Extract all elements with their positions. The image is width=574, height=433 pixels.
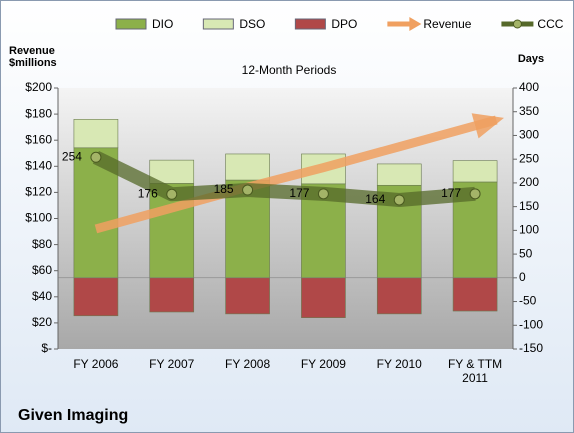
y2-tick-label: -150 <box>519 341 543 355</box>
ccc-point <box>393 194 405 206</box>
y-tick-label: $80 <box>32 237 52 251</box>
data-label: 177 <box>289 186 309 200</box>
ccc-point <box>242 184 254 196</box>
legend-swatch <box>202 18 234 30</box>
x-tick-label: FY 2006 <box>73 357 119 371</box>
x-tick-label: FY 2009 <box>300 357 346 371</box>
legend: DIO DSO DPO Revenue CCC <box>115 17 564 31</box>
y2-tick-label: 50 <box>519 246 533 260</box>
y-tick-label: $60 <box>32 263 52 277</box>
y2-tick-label: -50 <box>519 294 537 308</box>
bar <box>376 163 422 186</box>
y-tick-label: $120 <box>25 185 52 199</box>
bar <box>225 153 270 181</box>
y-tick-label: $20 <box>32 315 52 329</box>
chart-title: 12-Month Periods <box>242 63 337 77</box>
legend-swatch <box>115 18 147 30</box>
bar <box>73 119 119 149</box>
bar <box>301 277 346 318</box>
legend-swatch <box>294 18 326 30</box>
data-label: 164 <box>365 192 385 206</box>
y-tick-label: $100 <box>25 211 52 225</box>
legend-label: DPO <box>331 17 357 31</box>
y2-axis-title: Days <box>518 53 544 65</box>
legend-arrowhead <box>409 17 422 31</box>
ccc-point <box>90 151 102 163</box>
y-tick-label: $160 <box>25 132 52 146</box>
y-tick-label: $40 <box>32 289 52 303</box>
y2-tick-label: 200 <box>519 175 539 189</box>
y2-tick-label: 100 <box>519 223 539 237</box>
legend-marker <box>512 19 522 29</box>
y2-tick-label: 150 <box>519 199 539 213</box>
data-label: 177 <box>441 186 461 200</box>
y2-tick-label: 0 <box>519 270 526 284</box>
y2-tick-label: 400 <box>519 80 539 94</box>
x-tick-label: FY & TTM 2011 <box>447 357 503 385</box>
y2-tick-label: -100 <box>519 317 543 331</box>
y2-tick-label: 300 <box>519 128 539 142</box>
legend-label: DIO <box>152 17 173 31</box>
ccc-line <box>92 150 476 207</box>
revenue-line <box>94 121 477 234</box>
y-tick-label: $- <box>41 341 52 355</box>
y2-tick-label: 350 <box>519 104 539 118</box>
legend-label: DSO <box>239 17 265 31</box>
y-axis-title: Revenue $millions <box>9 45 57 69</box>
x-tick-label: FY 2008 <box>225 357 271 371</box>
ccc-point <box>166 188 178 200</box>
y-tick-label: $140 <box>25 158 52 172</box>
footer: Given Imaging <box>18 407 128 424</box>
bar <box>73 277 119 317</box>
bar <box>376 277 422 315</box>
bar <box>452 277 498 312</box>
ccc-point <box>317 188 329 200</box>
data-label: 185 <box>214 182 234 196</box>
bar <box>452 160 498 183</box>
data-label: 254 <box>62 149 82 163</box>
data-label: 176 <box>138 186 158 200</box>
x-tick-label: FY 2007 <box>149 357 195 371</box>
y2-tick-label: 250 <box>519 151 539 165</box>
bar <box>225 277 270 315</box>
y-tick-label: $200 <box>25 80 52 94</box>
y-tick-label: $180 <box>25 106 52 120</box>
legend-label: CCC <box>537 17 563 31</box>
x-tick-label: FY 2010 <box>376 357 422 371</box>
revenue-shaft <box>473 115 498 131</box>
legend-label: Revenue <box>423 17 471 31</box>
ccc-point <box>469 188 481 200</box>
bar <box>149 277 195 313</box>
bar <box>149 159 195 184</box>
